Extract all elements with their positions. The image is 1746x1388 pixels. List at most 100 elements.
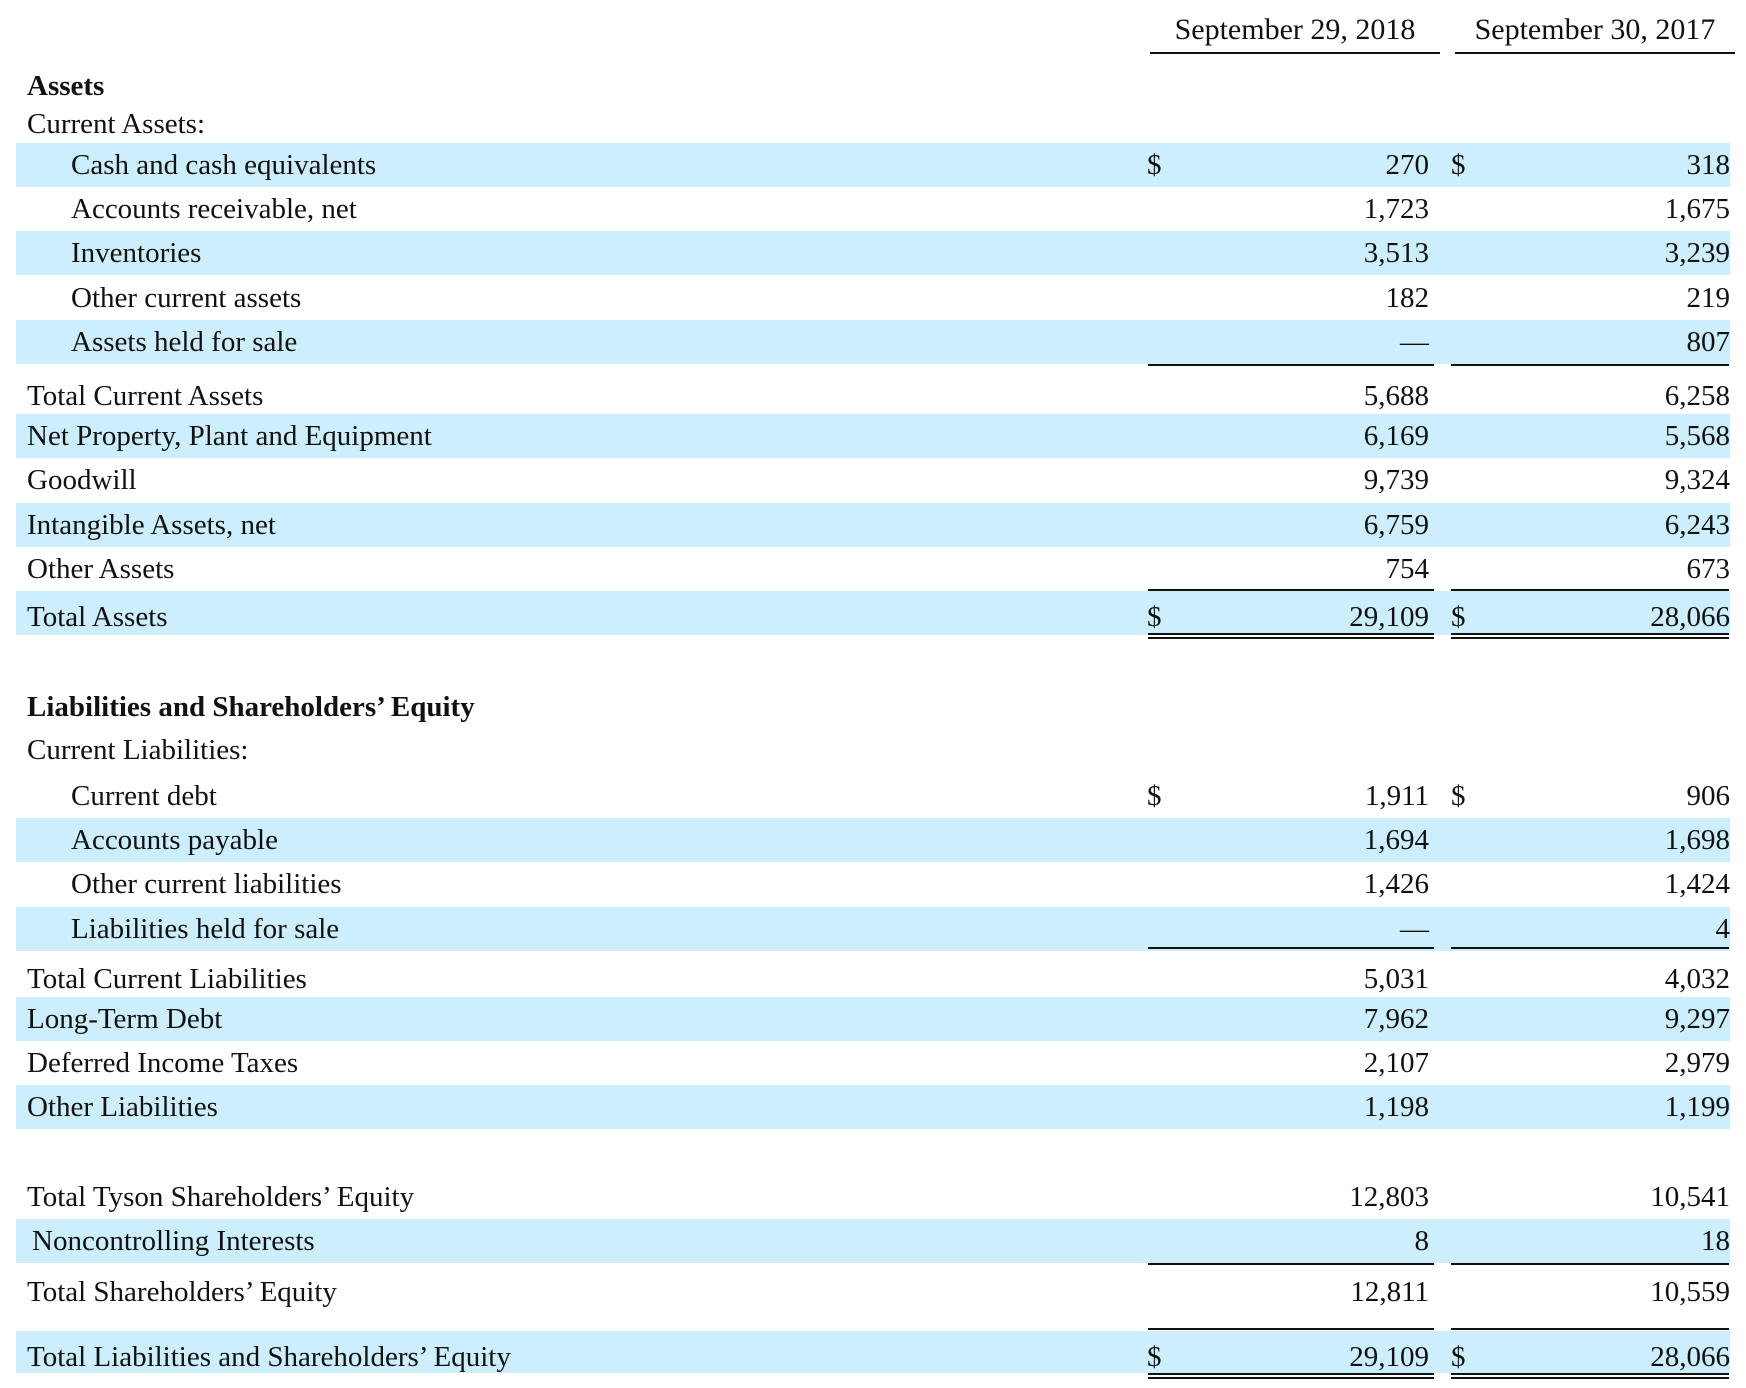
table-row: Other Assets 754 673	[16, 547, 1730, 591]
row-label: Other Liabilities	[27, 1091, 218, 1123]
table-row: Accounts payable 1,694 1,698	[16, 818, 1730, 862]
table-row: Cash and cash equivalents $ 270 $ 318	[16, 143, 1730, 187]
value-2017: 28,066	[1650, 601, 1730, 633]
subtotal-rule	[1451, 1328, 1729, 1330]
value-2017: 673	[1686, 553, 1731, 585]
current-assets-heading-row: Current Assets:	[16, 102, 1730, 146]
subtotal-rule	[1148, 364, 1434, 366]
value-2017: 10,541	[1650, 1181, 1730, 1213]
assets-heading-row: Assets	[16, 64, 1730, 108]
subtotal-rule	[1451, 1263, 1729, 1265]
value-2018: —	[1400, 913, 1429, 945]
subtotal-rule	[1451, 589, 1729, 591]
subtotal-rule	[1451, 947, 1729, 949]
row-label: Long-Term Debt	[27, 1003, 223, 1035]
row-label: Deferred Income Taxes	[27, 1047, 299, 1079]
row-label: Total Shareholders’ Equity	[27, 1276, 337, 1308]
value-2018: 270	[1385, 149, 1430, 181]
value-2018: —	[1400, 326, 1429, 358]
value-2018: 12,803	[1349, 1181, 1429, 1213]
value-2018: 6,169	[1363, 420, 1429, 452]
subtotal-rule	[1148, 1328, 1434, 1330]
subtotal-rule	[1148, 589, 1434, 591]
liabilities-heading-row: Liabilities and Shareholders’ Equity	[16, 685, 1730, 729]
table-row: Total Liabilities and Shareholders’ Equi…	[16, 1331, 1730, 1373]
value-2018: 1,694	[1363, 824, 1429, 856]
current-assets-heading: Current Assets:	[27, 108, 206, 140]
value-2018: 1,723	[1363, 193, 1429, 225]
row-label: Inventories	[71, 237, 202, 269]
value-2017: 18	[1701, 1225, 1730, 1257]
row-label: Net Property, Plant and Equipment	[27, 420, 432, 452]
row-label: Current debt	[71, 780, 217, 812]
table-row: Accounts receivable, net 1,723 1,675	[16, 187, 1730, 231]
table-row: Goodwill 9,739 9,324	[16, 458, 1730, 502]
total-double-rule	[1451, 633, 1729, 639]
subtotal-rule	[1148, 947, 1434, 949]
row-label: Cash and cash equivalents	[71, 149, 377, 181]
table-row: Liabilities held for sale — 4	[16, 907, 1730, 951]
value-2018: 8	[1414, 1225, 1430, 1257]
value-2017: 807	[1686, 326, 1731, 358]
value-2017: 2,979	[1664, 1047, 1730, 1079]
table-row: Total Current Assets 5,688 6,258	[16, 374, 1730, 418]
table-row: Intangible Assets, net 6,759 6,243	[16, 503, 1730, 547]
value-2018: 2,107	[1363, 1047, 1429, 1079]
value-2018: 12,811	[1350, 1276, 1429, 1308]
dollar-sign: $	[1451, 601, 1466, 633]
column-header-2018: September 29, 2018	[1174, 13, 1416, 46]
value-2018: 5,688	[1363, 380, 1429, 412]
value-2017: 1,698	[1664, 824, 1730, 856]
value-2018: 3,513	[1363, 237, 1429, 269]
subtotal-rule	[1148, 1263, 1434, 1265]
value-2017: 219	[1686, 282, 1731, 314]
table-row: Assets held for sale — 807	[16, 320, 1730, 364]
table-row: Other Liabilities 1,198 1,199	[16, 1085, 1730, 1129]
value-2018: 182	[1385, 282, 1430, 314]
value-2017: 10,559	[1650, 1276, 1730, 1308]
value-2018: 29,109	[1349, 601, 1429, 633]
total-double-rule	[1451, 1373, 1729, 1379]
row-label: Other current liabilities	[71, 868, 342, 900]
dollar-sign: $	[1147, 149, 1162, 181]
dollar-sign: $	[1147, 1341, 1162, 1373]
value-2018: 7,962	[1363, 1003, 1429, 1035]
table-row: Other current liabilities 1,426 1,424	[16, 862, 1730, 906]
value-2017: 318	[1686, 149, 1731, 181]
value-2017: 28,066	[1650, 1341, 1730, 1373]
value-2018: 1,198	[1363, 1091, 1429, 1123]
table-row: Inventories 3,513 3,239	[16, 231, 1730, 275]
column-header-2017: September 30, 2017	[1474, 13, 1716, 46]
value-2018: 754	[1385, 553, 1430, 585]
value-2017: 9,324	[1664, 464, 1730, 496]
table-row: Other current assets 182 219	[16, 276, 1730, 320]
value-2017: 6,243	[1664, 509, 1730, 541]
table-row: Net Property, Plant and Equipment 6,169 …	[16, 414, 1730, 458]
column-header-2018-underline	[1150, 52, 1440, 54]
dollar-sign: $	[1451, 1341, 1466, 1373]
value-2017: 906	[1686, 780, 1731, 812]
row-label: Total Current Assets	[27, 380, 264, 412]
value-2018: 9,739	[1363, 464, 1429, 496]
table-row: Total Current Liabilities 5,031 4,032	[16, 957, 1730, 1001]
value-2017: 9,297	[1664, 1003, 1730, 1035]
dollar-sign: $	[1451, 149, 1466, 181]
total-double-rule	[1148, 1373, 1434, 1379]
value-2018: 1,426	[1363, 868, 1429, 900]
value-2017: 1,675	[1664, 193, 1730, 225]
dollar-sign: $	[1451, 780, 1466, 812]
column-header-2017-underline	[1455, 52, 1735, 54]
value-2017: 3,239	[1664, 237, 1730, 269]
value-2018: 6,759	[1363, 509, 1429, 541]
current-liabilities-heading: Current Liabilities:	[27, 734, 249, 766]
row-label: Intangible Assets, net	[27, 509, 276, 541]
current-liabilities-heading-row: Current Liabilities:	[16, 728, 1730, 772]
row-label: Accounts receivable, net	[71, 193, 357, 225]
row-label: Total Liabilities and Shareholders’ Equi…	[27, 1341, 511, 1373]
assets-heading: Assets	[27, 70, 105, 102]
value-2017: 1,199	[1664, 1091, 1730, 1123]
value-2018: 1,911	[1364, 780, 1429, 812]
row-label: Other current assets	[71, 282, 302, 314]
row-label: Noncontrolling Interests	[32, 1225, 315, 1257]
